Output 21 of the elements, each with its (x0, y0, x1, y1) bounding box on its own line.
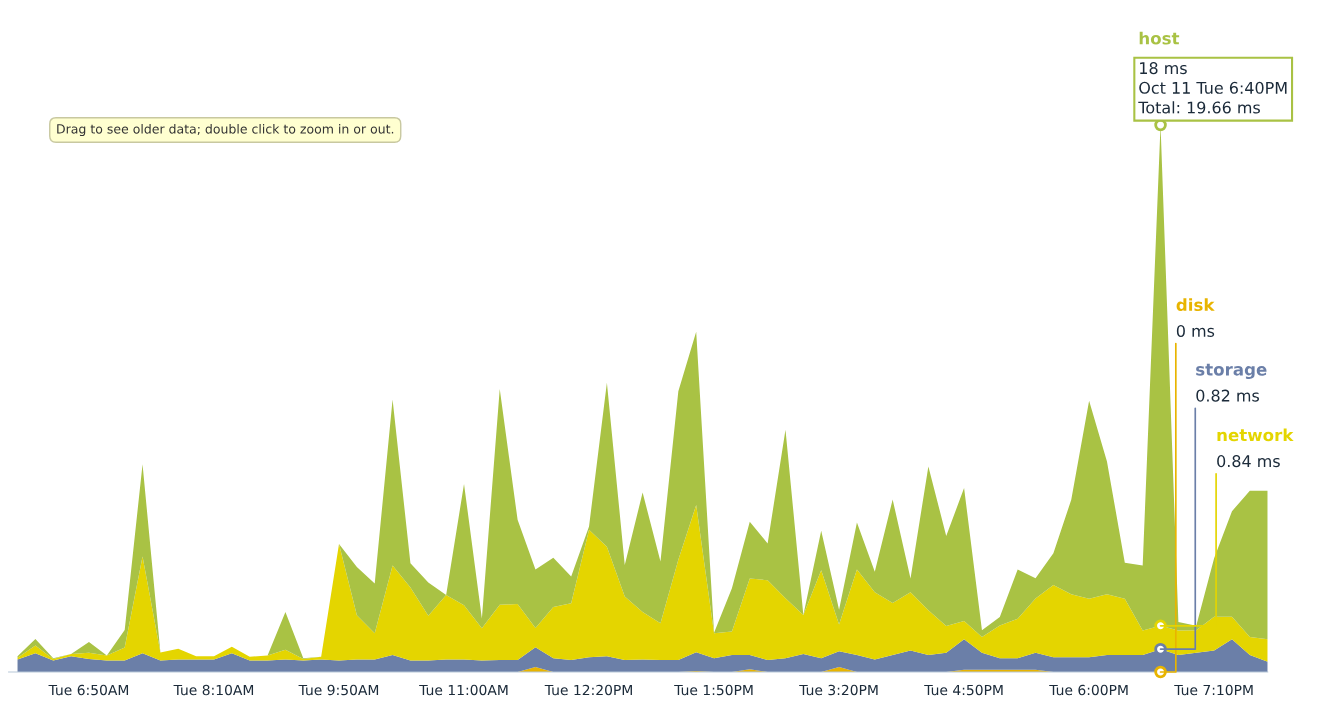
data-label: 0 ms (1176, 324, 1215, 337)
data-label: 0.84 ms (1217, 455, 1280, 468)
data-label: 18 ms (1140, 62, 1187, 75)
text: network (1217, 428, 1294, 442)
data-label: 0.82 ms (1196, 389, 1260, 402)
text: storage (1196, 363, 1267, 380)
text: Total: 19.66 ms (1138, 101, 1260, 114)
x-tick-label: Tue 3:20PM (799, 684, 878, 696)
text: host (1139, 31, 1180, 45)
annotation: Drag to see older data; double click to zoom in or out. (57, 123, 394, 137)
x-tick-label: Tue 4:50PM (924, 684, 1003, 696)
text: disk (1176, 298, 1215, 312)
x-tick-label: Tue 7:10PM (1174, 684, 1253, 696)
text: Oct 11 Tue 6:40PM (1139, 81, 1287, 94)
x-tick-label: Tue 9:50AM (298, 684, 379, 696)
x-tick-label: Tue 1:50PM (674, 684, 753, 696)
x-tick-label: Tue 11:00AM (419, 684, 508, 696)
x-tick-label: Tue 8:10AM (173, 684, 254, 696)
x-tick-label: Tue 12:20PM (544, 684, 632, 696)
x-tick-label: Tue 6:00PM (1049, 684, 1128, 696)
x-tick-label: Tue 6:50AM (48, 684, 129, 696)
